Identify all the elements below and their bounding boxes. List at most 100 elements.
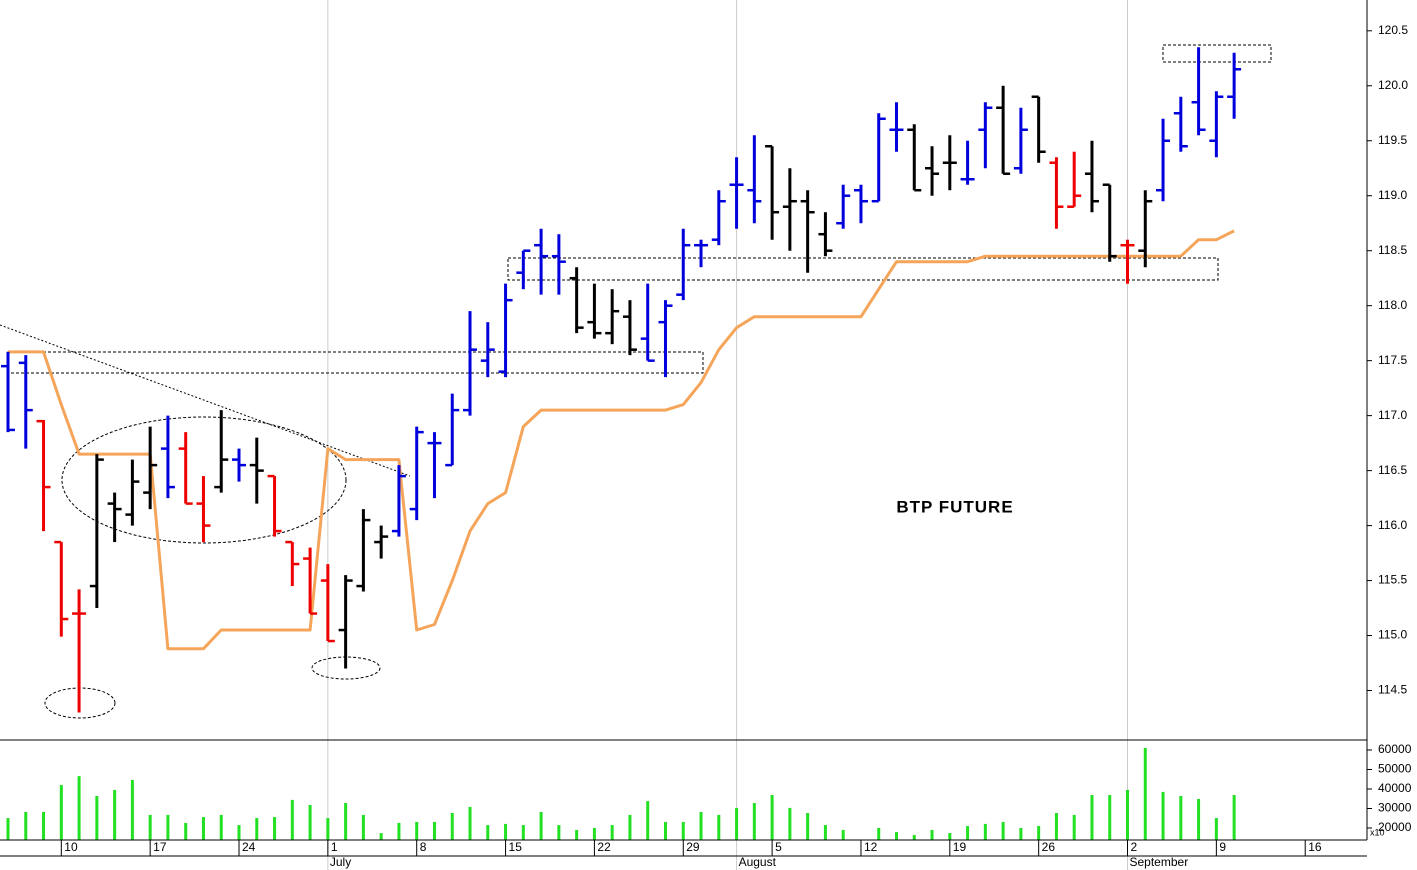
volume-bar [1072, 814, 1076, 840]
volume-bar [841, 829, 845, 840]
month-label: September [1130, 855, 1189, 869]
volume-bar [6, 818, 10, 840]
x-tick-label: 1 [331, 840, 338, 854]
chart-title: BTP FUTURE [896, 497, 1013, 516]
volume-bar [1143, 748, 1147, 840]
y-tick-label: 50000 [1378, 762, 1412, 776]
volume-bar [379, 833, 383, 840]
volume-bar [646, 801, 650, 840]
stop-line [8, 229, 1235, 651]
y-tick-label: 116.5 [1378, 463, 1407, 477]
volume-bar [1214, 818, 1218, 840]
volume-bar [113, 789, 117, 840]
volume-bar [166, 814, 170, 840]
volume-bar [237, 825, 241, 840]
volume-bar [344, 803, 348, 840]
y-tick-label: 40000 [1378, 781, 1412, 795]
volume-bar [912, 835, 916, 840]
y-tick-label: 116.0 [1378, 518, 1407, 532]
volume-bar [823, 825, 827, 840]
x-tick-label: 2 [1131, 840, 1138, 854]
volume-bar [148, 814, 152, 840]
month-label: July [330, 855, 351, 869]
volume-bar [361, 814, 365, 840]
volume-bar [1108, 795, 1112, 840]
x-tick-label: 9 [1219, 840, 1226, 854]
volume-bar [432, 821, 436, 840]
y-tick-label: 117.5 [1378, 353, 1407, 367]
volume-bar [397, 822, 401, 840]
x-tick-label: 22 [597, 840, 611, 854]
volume-bar [877, 828, 881, 840]
volume-bar [255, 818, 259, 840]
y-tick-label: 119.0 [1378, 188, 1407, 202]
volume-bar [308, 804, 312, 840]
volume-bar [592, 828, 596, 840]
volume-bar [1037, 826, 1041, 840]
x-tick-label: 16 [1308, 840, 1322, 854]
x-tick-label: 8 [420, 840, 427, 854]
volume-bar [1161, 791, 1165, 840]
y-tick-label: 117.0 [1378, 408, 1407, 422]
volume-bar [806, 812, 810, 840]
volume-bar [539, 812, 543, 840]
x-tick-label: 17 [153, 840, 167, 854]
volume-bar [59, 785, 63, 840]
y-tick-label: 30000 [1378, 801, 1412, 815]
volume-bar [966, 826, 970, 840]
x-tick-label: 24 [242, 840, 256, 854]
volume-bar [1179, 796, 1183, 840]
volume-bar [290, 799, 294, 840]
grid-layer [327, 0, 1129, 870]
volume-bar [948, 833, 952, 840]
y-tick-label: 115.0 [1378, 628, 1407, 642]
month-label: August [739, 855, 777, 869]
volume-bar [610, 825, 614, 840]
volume-bar [42, 812, 46, 840]
y-tick-label: 119.5 [1378, 133, 1407, 147]
volume-bar [788, 807, 792, 840]
resistance-box [1162, 44, 1272, 63]
volume-bar [521, 825, 525, 840]
volume-bar [628, 814, 632, 840]
volume-bar [1054, 812, 1058, 840]
volume-bar [663, 821, 667, 840]
y-tick-label: 120.5 [1378, 23, 1408, 37]
volume-bar [1001, 821, 1005, 840]
volume-bar [326, 818, 330, 840]
volume-bar [575, 829, 579, 840]
y-tick-label: 120.0 [1378, 78, 1408, 92]
volume-bar [486, 825, 490, 840]
volume-bar [681, 821, 685, 840]
y-tick-label: 114.5 [1378, 683, 1407, 697]
volume-bar [770, 795, 774, 840]
volume-bar [895, 832, 898, 840]
volume-bar [1232, 795, 1236, 840]
x-tick-label: 12 [864, 840, 878, 854]
volume-bar [77, 776, 81, 840]
volume-bar [699, 812, 703, 840]
support-box [507, 257, 1219, 281]
trend-line [0, 324, 411, 477]
volume-bar [201, 817, 205, 840]
x-tick-label: 26 [1042, 840, 1056, 854]
y-tick-label: 60000 [1378, 742, 1412, 756]
volume-bar [450, 812, 454, 840]
volume-unit: x10 [1370, 827, 1385, 837]
volume-bar [95, 796, 99, 840]
volume-bar [415, 821, 419, 840]
volume-bar [468, 806, 472, 840]
volume-bar [557, 825, 561, 840]
volume-bar [983, 823, 987, 840]
x-tick-label: 19 [953, 840, 967, 854]
volume-bar [273, 817, 277, 840]
pattern-ellipse [61, 416, 347, 544]
volume-bar [504, 823, 508, 840]
volume-bar [1197, 798, 1201, 840]
y-tick-label: 115.5 [1378, 573, 1407, 587]
y-tick-label: 20000 [1378, 820, 1412, 834]
volume-bar [930, 829, 934, 840]
volume-bar [735, 807, 739, 840]
plot-layer [1, 47, 1242, 840]
